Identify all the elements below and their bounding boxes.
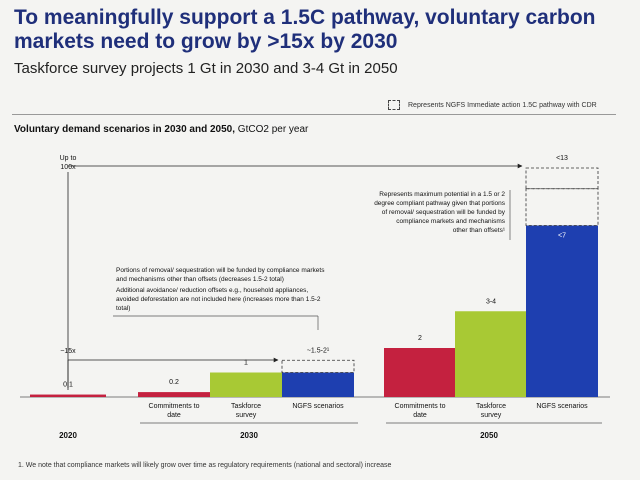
bar-taskforce-survey-2050 (455, 311, 527, 397)
bar-value-label: 0.2 (169, 379, 179, 386)
annotation-avoidance-2030: avoided deforestation are not included h… (116, 296, 321, 303)
annotation-avoidance-2030: Additional avoidance/ reduction offsets … (116, 287, 308, 294)
bar-value-label: <13 (556, 155, 568, 162)
category-tick-label: Taskforce (476, 403, 506, 410)
divider (12, 114, 616, 115)
category-tick-label: survey (236, 412, 257, 419)
multiplier-label-100x: Up to (60, 155, 77, 162)
page-subtitle: Taskforce survey projects 1 Gt in 2030 a… (14, 60, 398, 77)
bar-dashed-extension (525, 188, 599, 226)
legend: Represents NGFS Immediate action 1.5C pa… (388, 100, 597, 110)
bar-value-label: 3-4 (486, 298, 496, 305)
bar-dashed-extension (525, 167, 599, 190)
chart-heading-bold: Voluntary demand scenarios in 2030 and 2… (14, 124, 236, 135)
category-tick-label: date (413, 412, 427, 419)
bar-ngfs-scenarios-2030 (282, 372, 354, 397)
bar-taskforce-survey-2030 (210, 372, 282, 397)
bar-ngfs-scenarios-2050 (526, 225, 598, 397)
annotation-max-potential-2050: other than offsets¹ (453, 227, 506, 234)
annotation-max-potential-2050: of removal/ sequestration will be funded… (382, 209, 506, 216)
category-tick-label: Commitments to (149, 403, 200, 410)
annotation-max-potential-2050: degree compliant pathway given that port… (374, 200, 506, 207)
annotation-max-potential-2050: compliance markets and mechanisms (396, 218, 505, 225)
chart-heading: Voluntary demand scenarios in 2030 and 2… (14, 124, 308, 135)
category-tick-label: NGFS scenarios (536, 403, 588, 410)
annotation-avoidance-2030: total) (116, 305, 130, 312)
chart-heading-unit: GtCO2 per year (235, 124, 309, 135)
bar-value-label: 1 (244, 360, 248, 367)
bar-commitments-to-date-2050 (384, 348, 456, 397)
annotation-removal-2030: and mechanisms other than offsets (decre… (116, 276, 284, 283)
group-label-2030: 2030 (240, 431, 258, 440)
group-label-2020: 2020 (59, 431, 77, 440)
footnote: 1. We note that compliance markets will … (18, 462, 392, 469)
bar-commitments-to-date-2030 (138, 392, 210, 397)
multiplier-label-100x: 100x (60, 164, 76, 171)
category-tick-label: date (167, 412, 181, 419)
group-label-2050: 2050 (480, 431, 498, 440)
dashed-box-legend-icon (388, 100, 400, 110)
category-tick-label: survey (481, 412, 502, 419)
bar-dashed-extension (281, 359, 355, 373)
category-tick-label: Taskforce (231, 403, 261, 410)
annotation-removal-2030: Portions of removal/ sequestration will … (116, 267, 325, 274)
bar-value-label: 2 (418, 335, 422, 342)
bar-baseline-2020 (30, 394, 106, 397)
bar-inner-label: <7 (558, 233, 566, 240)
annotation-max-potential-2050: Represents maximum potential in a 1.5 or… (379, 191, 505, 198)
page-title: To meaningfully support a 1.5C pathway, … (14, 6, 596, 53)
bar-value-label: ~1.5-2¹ (307, 347, 330, 354)
category-tick-label: NGFS scenarios (292, 403, 344, 410)
legend-text: Represents NGFS Immediate action 1.5C pa… (408, 101, 597, 109)
category-tick-label: Commitments to (395, 403, 446, 410)
